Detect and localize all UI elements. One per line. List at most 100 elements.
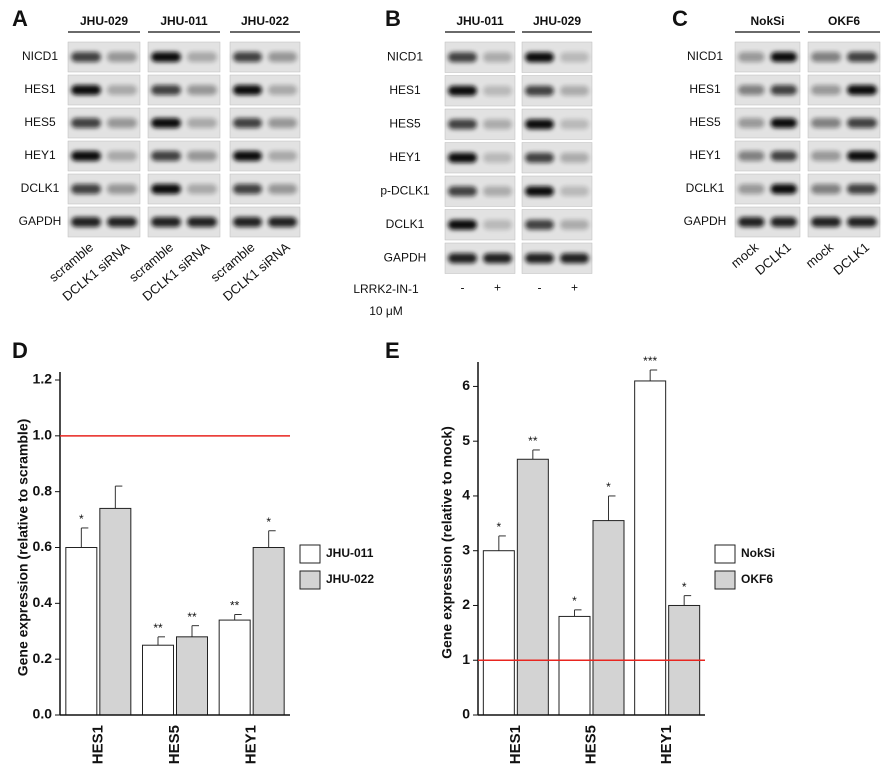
blot-band	[811, 85, 841, 95]
significance: **	[230, 599, 240, 613]
bar	[634, 380, 667, 716]
significance: **	[528, 434, 538, 448]
blot-band	[448, 119, 477, 130]
y-tick-label: 0.0	[33, 706, 53, 722]
blot-band	[233, 217, 262, 227]
x-tick-label: HES5	[166, 725, 183, 764]
group-label: JHU-029	[80, 14, 128, 28]
row-label: GAPDH	[384, 250, 427, 264]
blot-band	[268, 52, 297, 62]
legend-label: NokSi	[741, 546, 775, 560]
group-label: OKF6	[828, 14, 860, 28]
blot-band	[268, 184, 297, 194]
blot-band	[448, 52, 477, 63]
y-tick-label: 1.2	[33, 371, 53, 387]
bar	[99, 507, 132, 716]
blot-band	[187, 118, 217, 128]
blot-band	[233, 184, 262, 194]
blot-band	[151, 151, 181, 161]
significance: **	[153, 621, 163, 635]
blot-band	[560, 52, 589, 63]
blot-band	[770, 217, 797, 227]
blot-band	[71, 184, 101, 194]
blot-band	[811, 118, 841, 128]
row-label: DCLK1	[386, 217, 425, 231]
significance: *	[682, 580, 687, 594]
legend-label: OKF6	[741, 572, 773, 586]
legend-swatch	[714, 544, 736, 564]
blot-band	[525, 119, 554, 130]
blot-band	[187, 52, 217, 62]
row-label: HES5	[689, 115, 721, 129]
bar	[65, 547, 98, 716]
blot-band	[483, 186, 512, 197]
blot-band	[738, 118, 765, 128]
y-tick-label: 0.2	[33, 650, 53, 666]
blot-band	[448, 253, 477, 264]
y-tick-label: 3	[462, 541, 470, 557]
blot-band	[107, 52, 137, 62]
bar	[218, 619, 251, 716]
blot-band	[811, 151, 841, 161]
lane-label: DCLK1	[830, 239, 872, 277]
row-label: p-DCLK1	[380, 183, 430, 197]
y-axis-label: Gene expression (relative to scramble)	[15, 419, 31, 677]
group-label: JHU-011	[160, 14, 208, 28]
row-label: GAPDH	[684, 214, 727, 228]
bar	[176, 636, 208, 716]
y-tick-label: 2	[462, 596, 470, 612]
legend-label: JHU-011	[326, 546, 374, 560]
significance: *	[496, 520, 501, 534]
y-tick-label: 0	[462, 706, 470, 722]
significance: *	[572, 594, 577, 608]
blot-band	[448, 186, 477, 197]
blot-band	[847, 184, 877, 194]
legend-swatch	[299, 544, 321, 564]
blot-band	[448, 219, 477, 230]
blot-band	[560, 152, 589, 163]
x-tick-label: HES5	[582, 725, 599, 764]
significance: *	[266, 515, 271, 529]
significance: ***	[643, 354, 657, 368]
lane-label: -	[538, 281, 542, 295]
row-label: GAPDH	[19, 214, 62, 228]
blot-band	[738, 85, 765, 95]
panel-letter: B	[385, 6, 401, 31]
row-label: HES1	[689, 82, 721, 96]
blot-band	[560, 119, 589, 130]
blot-band	[187, 217, 217, 227]
blot-band	[233, 52, 262, 62]
lane-label: +	[571, 281, 578, 295]
blot-band	[560, 253, 589, 264]
x-tick-label: HEY1	[243, 725, 260, 764]
blot-band	[71, 217, 101, 227]
blot-band	[71, 85, 101, 95]
blot-band	[187, 85, 217, 95]
blot-band	[738, 151, 765, 161]
row-label: HES1	[24, 82, 56, 96]
blot-band	[847, 217, 877, 227]
y-tick-label: 0.8	[33, 482, 53, 498]
blot-band	[525, 152, 554, 163]
blot-band	[151, 52, 181, 62]
blot-band	[847, 85, 877, 95]
blot-band	[770, 184, 797, 194]
blot-band	[71, 52, 101, 62]
bar	[252, 547, 285, 716]
y-tick-label: 4	[462, 487, 470, 503]
blot-band	[770, 85, 797, 95]
x-tick-label: HES1	[507, 725, 524, 764]
blot-band	[847, 52, 877, 62]
legend-swatch	[299, 570, 321, 590]
blot-band	[483, 152, 512, 163]
blot-band	[268, 85, 297, 95]
group-label: NokSi	[750, 14, 784, 28]
row-label: HES5	[389, 116, 421, 130]
row-label: HEY1	[689, 148, 721, 162]
row-label: HES1	[389, 83, 421, 97]
bar	[558, 615, 591, 716]
bar	[592, 520, 625, 716]
blot-band	[525, 52, 554, 63]
row-label: DCLK1	[21, 181, 60, 195]
